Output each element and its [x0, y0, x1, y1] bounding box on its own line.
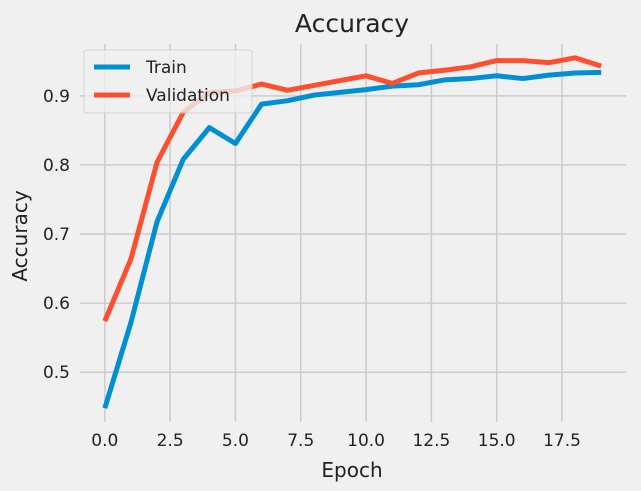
x-tick-label: 0.0: [91, 431, 118, 451]
x-tick-label: 17.5: [543, 431, 581, 451]
y-tick-label: 0.5: [43, 363, 70, 383]
chart-title: Accuracy: [295, 9, 409, 38]
x-tick-label: 7.5: [287, 431, 314, 451]
legend: Train Validation: [83, 49, 253, 114]
y-tick-label: 0.8: [43, 156, 70, 176]
y-tick-label: 0.6: [43, 294, 70, 314]
x-tick-label: 5.0: [222, 431, 249, 451]
x-tick-label: 2.5: [157, 431, 184, 451]
x-axis-label: Epoch: [321, 458, 382, 482]
x-tick-label: 12.5: [412, 431, 450, 451]
y-axis-label: Accuracy: [8, 190, 32, 281]
y-tick-labels: 0.5 0.6 0.7 0.8 0.9: [43, 87, 70, 383]
x-tick-label: 10.0: [347, 431, 385, 451]
y-tick-label: 0.7: [43, 225, 70, 245]
series-line-train: [102, 69, 602, 409]
x-tick-label: 15.0: [478, 431, 516, 451]
grid-lines: [80, 44, 626, 422]
legend-label-train: Train: [145, 58, 187, 78]
x-tick-labels: 0.0 2.5 5.0 7.5 10.0 12.5 15.0 17.5: [91, 431, 581, 451]
legend-label-validation: Validation: [146, 86, 230, 106]
y-tick-label: 0.9: [43, 87, 70, 107]
